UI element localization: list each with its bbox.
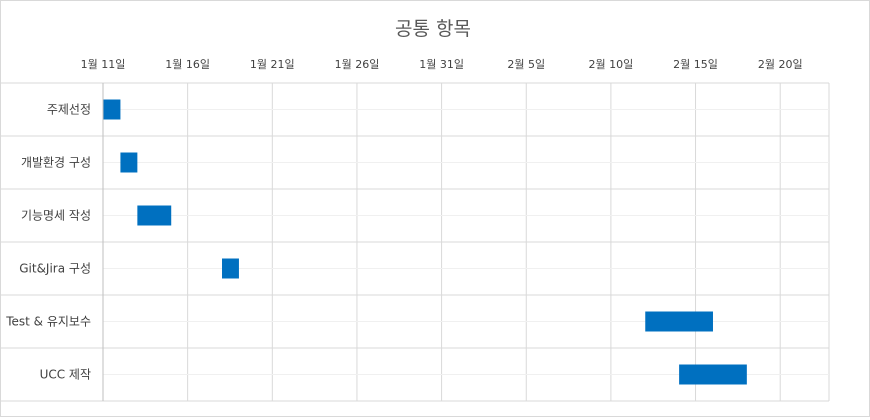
- task-bar: [120, 152, 138, 173]
- task-bar: [679, 364, 747, 385]
- x-tick-label: 1월 26일: [335, 57, 380, 71]
- gridlines: [1, 82, 830, 402]
- chart-title: 공통 항목: [395, 18, 471, 40]
- x-tick-label: 2월 20일: [758, 57, 803, 71]
- task-label: Git&Jira 구성: [19, 262, 91, 276]
- x-tick-label: 2월 10일: [589, 57, 634, 71]
- x-tick-label: 1월 21일: [250, 57, 295, 71]
- task-label: Test & 유지보수: [5, 315, 91, 329]
- x-tick-label: 1월 31일: [419, 57, 464, 71]
- task-bar: [137, 205, 172, 226]
- x-tick-label: 2월 5일: [507, 57, 545, 71]
- task-label: 주제선정: [47, 103, 91, 117]
- task-label: UCC 제작: [40, 368, 91, 382]
- task-label: 개발환경 구성: [21, 156, 91, 170]
- task-bar: [645, 311, 713, 332]
- x-tick-label: 1월 11일: [81, 57, 126, 71]
- task-label: 기능명세 작성: [21, 209, 91, 223]
- x-tick-label: 1월 16일: [165, 57, 210, 71]
- task-bar: [103, 99, 121, 120]
- x-axis-tick-labels: 1월 11일 1월 16일 1월 21일 1월 26일 1월 31일 2월 5일 2월 10…: [81, 57, 803, 71]
- x-tick-label: 2월 15일: [673, 57, 718, 71]
- task-bar: [222, 258, 239, 279]
- task-bars: [103, 99, 747, 385]
